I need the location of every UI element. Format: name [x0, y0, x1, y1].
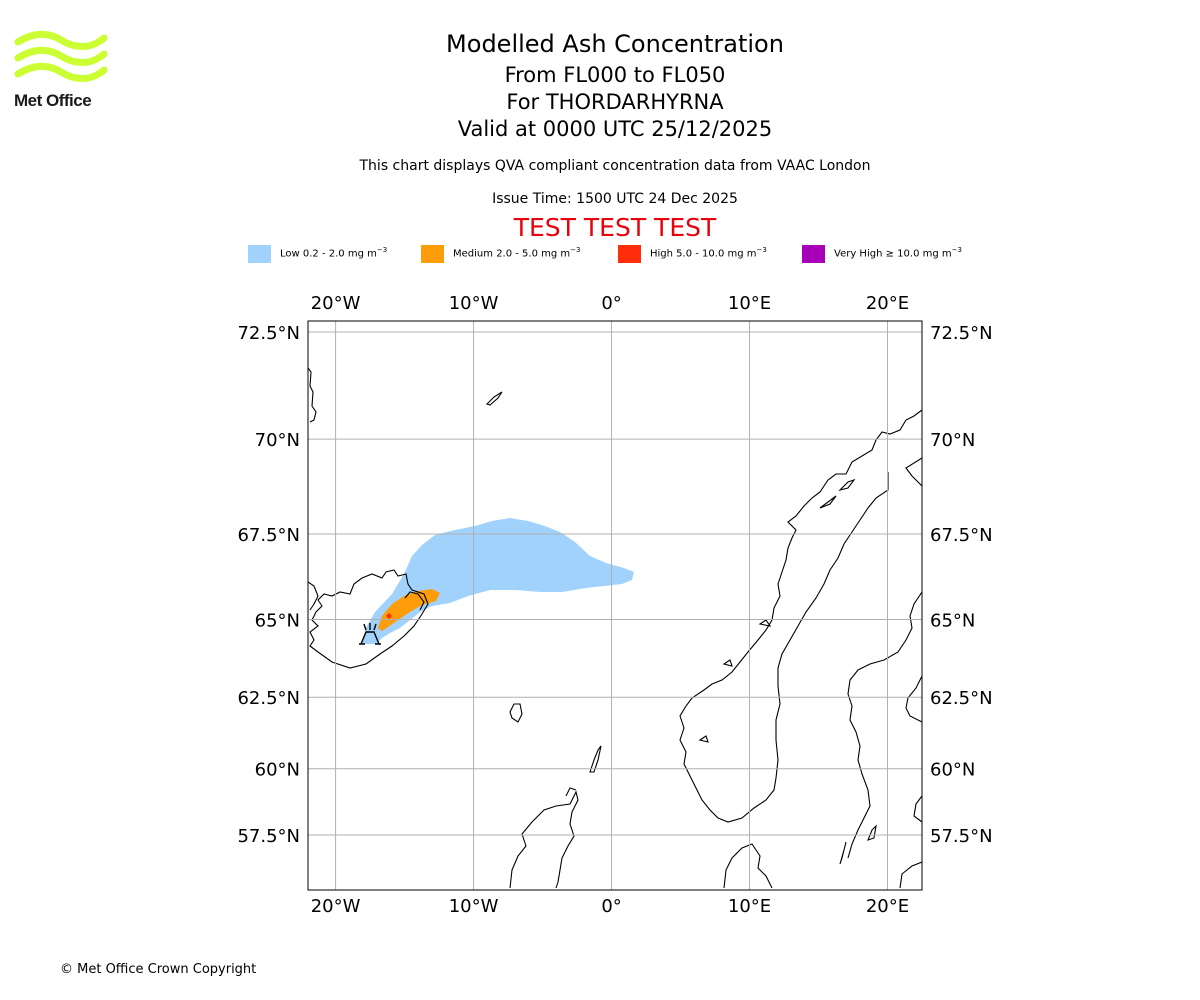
finland-west-coast	[905, 675, 922, 723]
lat-label-right-1: 70°N	[930, 430, 975, 451]
gotland-coast	[867, 824, 877, 841]
lon-label-bottom-0: 20°W	[311, 896, 361, 917]
lat-label-right-5: 60°N	[930, 760, 975, 781]
lat-label-left-2: 67.5°N	[237, 525, 300, 546]
legend-swatch-high	[618, 245, 641, 263]
iceland-glacier-outline	[404, 591, 425, 611]
legend-swatch-very-high	[802, 245, 825, 263]
logo-wave-3	[14, 62, 108, 82]
lat-label-left-0: 72.5°N	[237, 323, 300, 344]
legend-label-high: High 5.0 - 10.0 mg m−3	[650, 246, 767, 260]
tick-labels: 20°W 20°W 10°W 10°W 0° 0° 10°E 10°E 20°E 20°E 72.5…	[237, 293, 992, 917]
lon-label-top-1: 10°W	[449, 293, 499, 314]
iceland-coast	[309, 569, 429, 669]
greenland-coast-south	[308, 581, 319, 611]
lat-label-right-2: 67.5°N	[930, 525, 993, 546]
chart-title: Modelled Ash Concentration	[446, 30, 784, 58]
lon-label-top-2: 0°	[601, 293, 621, 314]
oland-coast	[839, 841, 847, 865]
lon-label-top-3: 10°E	[728, 293, 771, 314]
coastlines	[308, 367, 922, 889]
lat-label-right-3: 65°N	[930, 610, 975, 631]
volcano-marker	[359, 623, 381, 645]
legend-label-low: Low 0.2 - 2.0 mg m−3	[280, 246, 388, 260]
legend-label-medium: Medium 2.0 - 5.0 mg m−3	[453, 246, 581, 260]
norway-sweden-border	[775, 472, 889, 779]
orkney-coast	[565, 787, 577, 797]
faroe-coast	[509, 703, 523, 723]
lon-label-top-0: 20°W	[311, 293, 361, 314]
jan-mayen-coast	[485, 391, 503, 406]
logo-wave-1	[14, 30, 108, 50]
lon-label-bottom-2: 0°	[601, 896, 621, 917]
shetland-coast	[589, 745, 602, 773]
vesteralen-islands	[838, 478, 856, 492]
volcano-name: For THORDARHYRNA	[506, 90, 724, 114]
met-office-logo	[14, 30, 108, 82]
lon-label-top-4: 20°E	[866, 293, 909, 314]
lon-label-bottom-4: 20°E	[866, 896, 909, 917]
norway-coast	[679, 409, 922, 823]
lat-label-right-4: 62.5°N	[930, 688, 993, 709]
greenland-coast	[308, 367, 317, 423]
valid-time: Valid at 0000 UTC 25/12/2025	[457, 117, 773, 141]
logo-wordmark: Met Office	[14, 91, 92, 110]
lat-label-left-6: 57.5°N	[237, 826, 300, 847]
lat-label-left-5: 60°N	[255, 760, 300, 781]
ash-low-area	[362, 518, 634, 644]
lat-label-right-0: 72.5°N	[930, 323, 993, 344]
flight-level-range: From FL000 to FL050	[504, 63, 726, 87]
lofoten-islands	[819, 495, 837, 509]
lon-label-bottom-1: 10°W	[449, 896, 499, 917]
denmark-coast	[723, 843, 773, 889]
legend-swatch-low	[248, 245, 271, 263]
lat-label-right-6: 57.5°N	[930, 826, 993, 847]
baltic-coast	[899, 861, 922, 889]
legend: Low 0.2 - 2.0 mg m−3 Medium 2.0 - 5.0 mg…	[0, 244, 1200, 264]
logo-wave-2	[14, 46, 108, 66]
lat-label-left-1: 70°N	[255, 430, 300, 451]
sweden-east-coast	[847, 591, 922, 859]
finland-coast	[905, 457, 922, 487]
map-frame	[307, 320, 923, 891]
scotland-coast	[509, 790, 579, 889]
lat-label-left-3: 65°N	[255, 610, 300, 631]
legend-swatch-medium	[421, 245, 444, 263]
ash-medium-area	[378, 589, 440, 631]
copyright: © Met Office Crown Copyright	[60, 962, 257, 977]
gulf-riga-coast	[913, 795, 922, 823]
norway-small-islands	[698, 619, 772, 743]
map-content	[308, 367, 922, 889]
test-banner: TEST TEST TEST	[513, 213, 717, 242]
qva-subtitle: This chart displays QVA compliant concen…	[359, 158, 871, 174]
ash-high-area	[386, 613, 392, 619]
issue-time: Issue Time: 1500 UTC 24 Dec 2025	[492, 191, 738, 207]
lat-label-left-4: 62.5°N	[237, 688, 300, 709]
gridlines	[308, 321, 922, 890]
legend-label-very-high: Very High ≥ 10.0 mg m−3	[834, 246, 962, 260]
lon-label-bottom-3: 10°E	[728, 896, 771, 917]
